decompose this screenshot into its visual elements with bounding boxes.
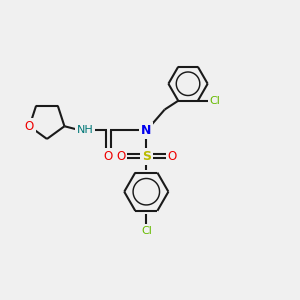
Text: Cl: Cl [210, 96, 220, 106]
Text: Cl: Cl [141, 226, 152, 236]
Text: O: O [116, 150, 125, 163]
Text: NH: NH [76, 125, 93, 135]
Text: O: O [167, 150, 177, 163]
Text: S: S [142, 150, 151, 163]
Text: N: N [141, 124, 152, 137]
Text: O: O [25, 120, 34, 133]
Text: O: O [104, 150, 113, 163]
